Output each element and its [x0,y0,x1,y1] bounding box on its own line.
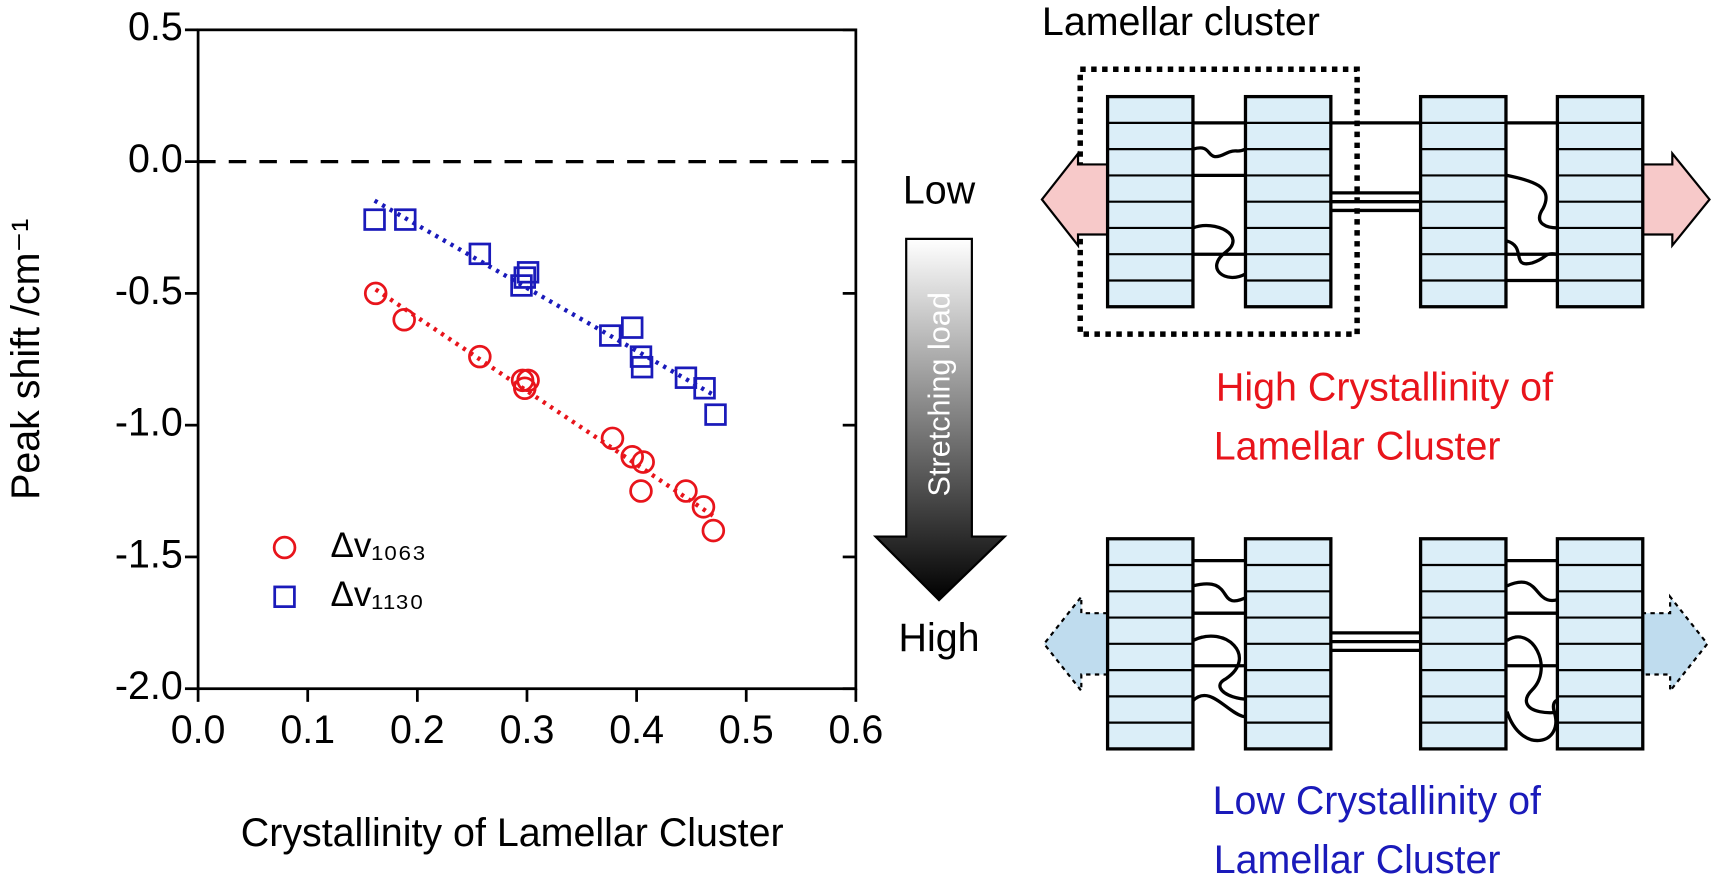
arrow-bottom-label: High [899,616,980,660]
data-point [691,495,716,519]
x-tick-label: 0.1 [280,708,335,752]
data-point [630,355,654,379]
legend-label: Δv₁₁₃₀ [331,575,424,614]
data-point [468,242,492,266]
data-point [621,316,644,339]
low-caption: Lamellar Cluster [1214,838,1501,882]
data-point [693,377,716,400]
data-point [392,307,416,332]
y-tick-label: 0.5 [128,5,183,49]
x-axis-label: Crystallinity of Lamellar Cluster [241,811,784,855]
x-tick-label: 0.2 [390,708,445,752]
y-axis-label: Peak shift /cm⁻¹ [4,219,48,500]
data-point [513,376,537,401]
y-tick-label: -2.0 [115,664,183,708]
legend-label: Δv₁₀₆₃ [331,526,427,565]
y-tick-label: -0.5 [115,269,183,313]
x-tick-label: 0.6 [828,708,883,752]
y-tick-label: -1.0 [115,401,183,445]
data-point [510,274,533,297]
high-caption: High Crystallinity of [1216,365,1553,409]
arrow-label: Stretching load [922,292,956,496]
x-tick-label: 0.5 [719,708,774,752]
x-tick-label: 0.3 [500,708,555,752]
arrow-top-label: Low [903,168,976,212]
legend-swatch [272,535,297,560]
data-point [600,426,625,451]
pull-arrow [1040,150,1118,249]
trend-line [374,287,715,518]
data-point [516,261,540,284]
pull-arrow [1640,150,1711,249]
data-point [620,445,644,469]
pull-arrow [1640,593,1709,695]
data-point [468,344,492,369]
diagram: Lamellar cluster Low High Stretching loa… [872,0,1711,882]
data-point [674,479,698,503]
x-tick-label: 0.0 [171,708,226,752]
low-caption: Low Crystallinity of [1213,779,1541,823]
y-tick-label: -1.5 [115,532,183,576]
data-point [631,450,655,474]
high-caption: Lamellar Cluster [1214,424,1501,468]
plot-frame [196,28,858,691]
load-arrow [872,237,1008,602]
legend-swatch [273,585,296,608]
data-point [629,479,653,503]
y-tick-label: 0.0 [128,137,183,181]
data-point [394,208,417,231]
data-point [701,518,726,543]
data-point [704,403,727,426]
data-point [363,208,386,231]
cluster-label: Lamellar cluster [1042,0,1320,44]
x-tick-label: 0.4 [609,708,664,752]
data-point [599,324,622,347]
data-point [363,281,388,306]
data-point [513,266,537,289]
pull-arrow [1042,593,1118,695]
data-point [674,366,698,389]
trend-line [373,198,717,398]
